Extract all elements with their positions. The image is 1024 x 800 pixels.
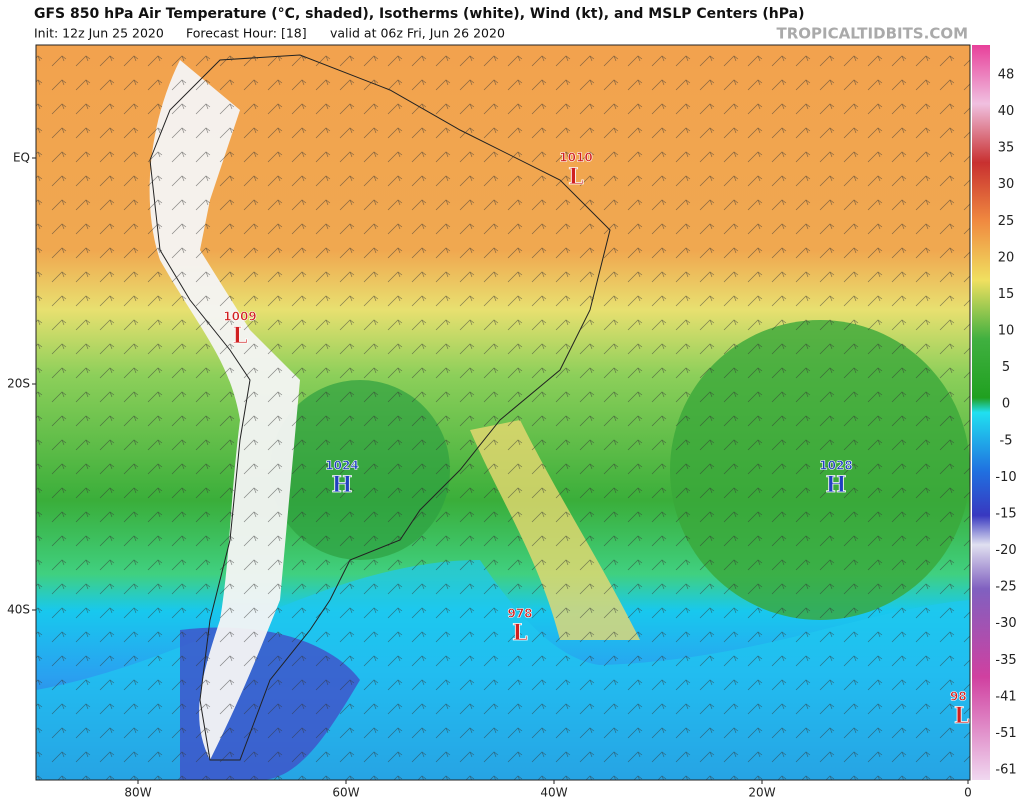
- colorbar-label: -30: [995, 616, 1016, 631]
- pressure-value: 98: [950, 690, 967, 704]
- map-frame: [35, 44, 971, 781]
- forecast-hour: Forecast Hour: [18]: [186, 26, 307, 41]
- colorbar-label: -25: [995, 580, 1016, 595]
- colorbar-label: 40: [998, 104, 1015, 119]
- pressure-value: 1009: [223, 310, 256, 324]
- pressure-symbol: L: [512, 620, 527, 646]
- valid-time: valid at 06z Fri, Jun 26 2020: [330, 26, 505, 41]
- colorbar-label: -20: [995, 543, 1016, 558]
- pressure-value: 1024: [325, 459, 358, 473]
- lon-label: 80W: [124, 786, 151, 800]
- pressure-value: 978: [507, 607, 532, 621]
- source: TROPICALTIDBITS.COM: [777, 25, 969, 43]
- colorbar-label: -5: [1000, 433, 1013, 448]
- colorbar-label: -15: [995, 506, 1016, 521]
- colorbar-label: 48: [998, 68, 1015, 83]
- lon-label: 0: [964, 786, 972, 800]
- init: Init: 12z Jun 25 2020: [34, 26, 164, 41]
- lon-label: 20W: [748, 786, 775, 800]
- lon-label: 60W: [332, 786, 359, 800]
- colorbar-label: 20: [998, 250, 1015, 265]
- colorbar-label: 5: [1002, 360, 1010, 375]
- colorbar-label: -51: [995, 726, 1016, 741]
- colorbar-label: 15: [998, 287, 1015, 302]
- colorbar-label: -61: [995, 763, 1016, 778]
- colorbar: [972, 45, 990, 780]
- colorbar-label: 35: [998, 141, 1015, 156]
- colorbar-label: 0: [1002, 397, 1010, 412]
- pressure-symbol: L: [568, 164, 583, 190]
- lat-label: 20S: [7, 377, 30, 391]
- lon-label: 40W: [540, 786, 567, 800]
- colorbar-label: 25: [998, 214, 1015, 229]
- pressure-centers: 1010 L 1009 L 1024 H 1028 H 978 L 98 L: [223, 150, 970, 729]
- pressure-value: 1028: [819, 459, 852, 473]
- pressure-value: 1010: [559, 151, 592, 165]
- pressure-symbol: H: [826, 472, 847, 498]
- lat-label: 40S: [7, 603, 30, 617]
- pressure-symbol: H: [332, 472, 353, 498]
- colorbar-label: -35: [995, 653, 1016, 668]
- colorbar-label: 30: [998, 177, 1015, 192]
- title: GFS 850 hPa Air Temperature (°C, shaded)…: [34, 6, 805, 22]
- colorbar-label: 10: [998, 324, 1015, 339]
- wind-barbs: [36, 45, 970, 780]
- pressure-symbol: L: [954, 703, 969, 729]
- colorbar-label: -10: [995, 470, 1016, 485]
- map: [35, 44, 971, 781]
- lat-label: EQ: [13, 151, 30, 165]
- colorbar-label: -41: [995, 689, 1016, 704]
- pressure-symbol: L: [232, 323, 247, 349]
